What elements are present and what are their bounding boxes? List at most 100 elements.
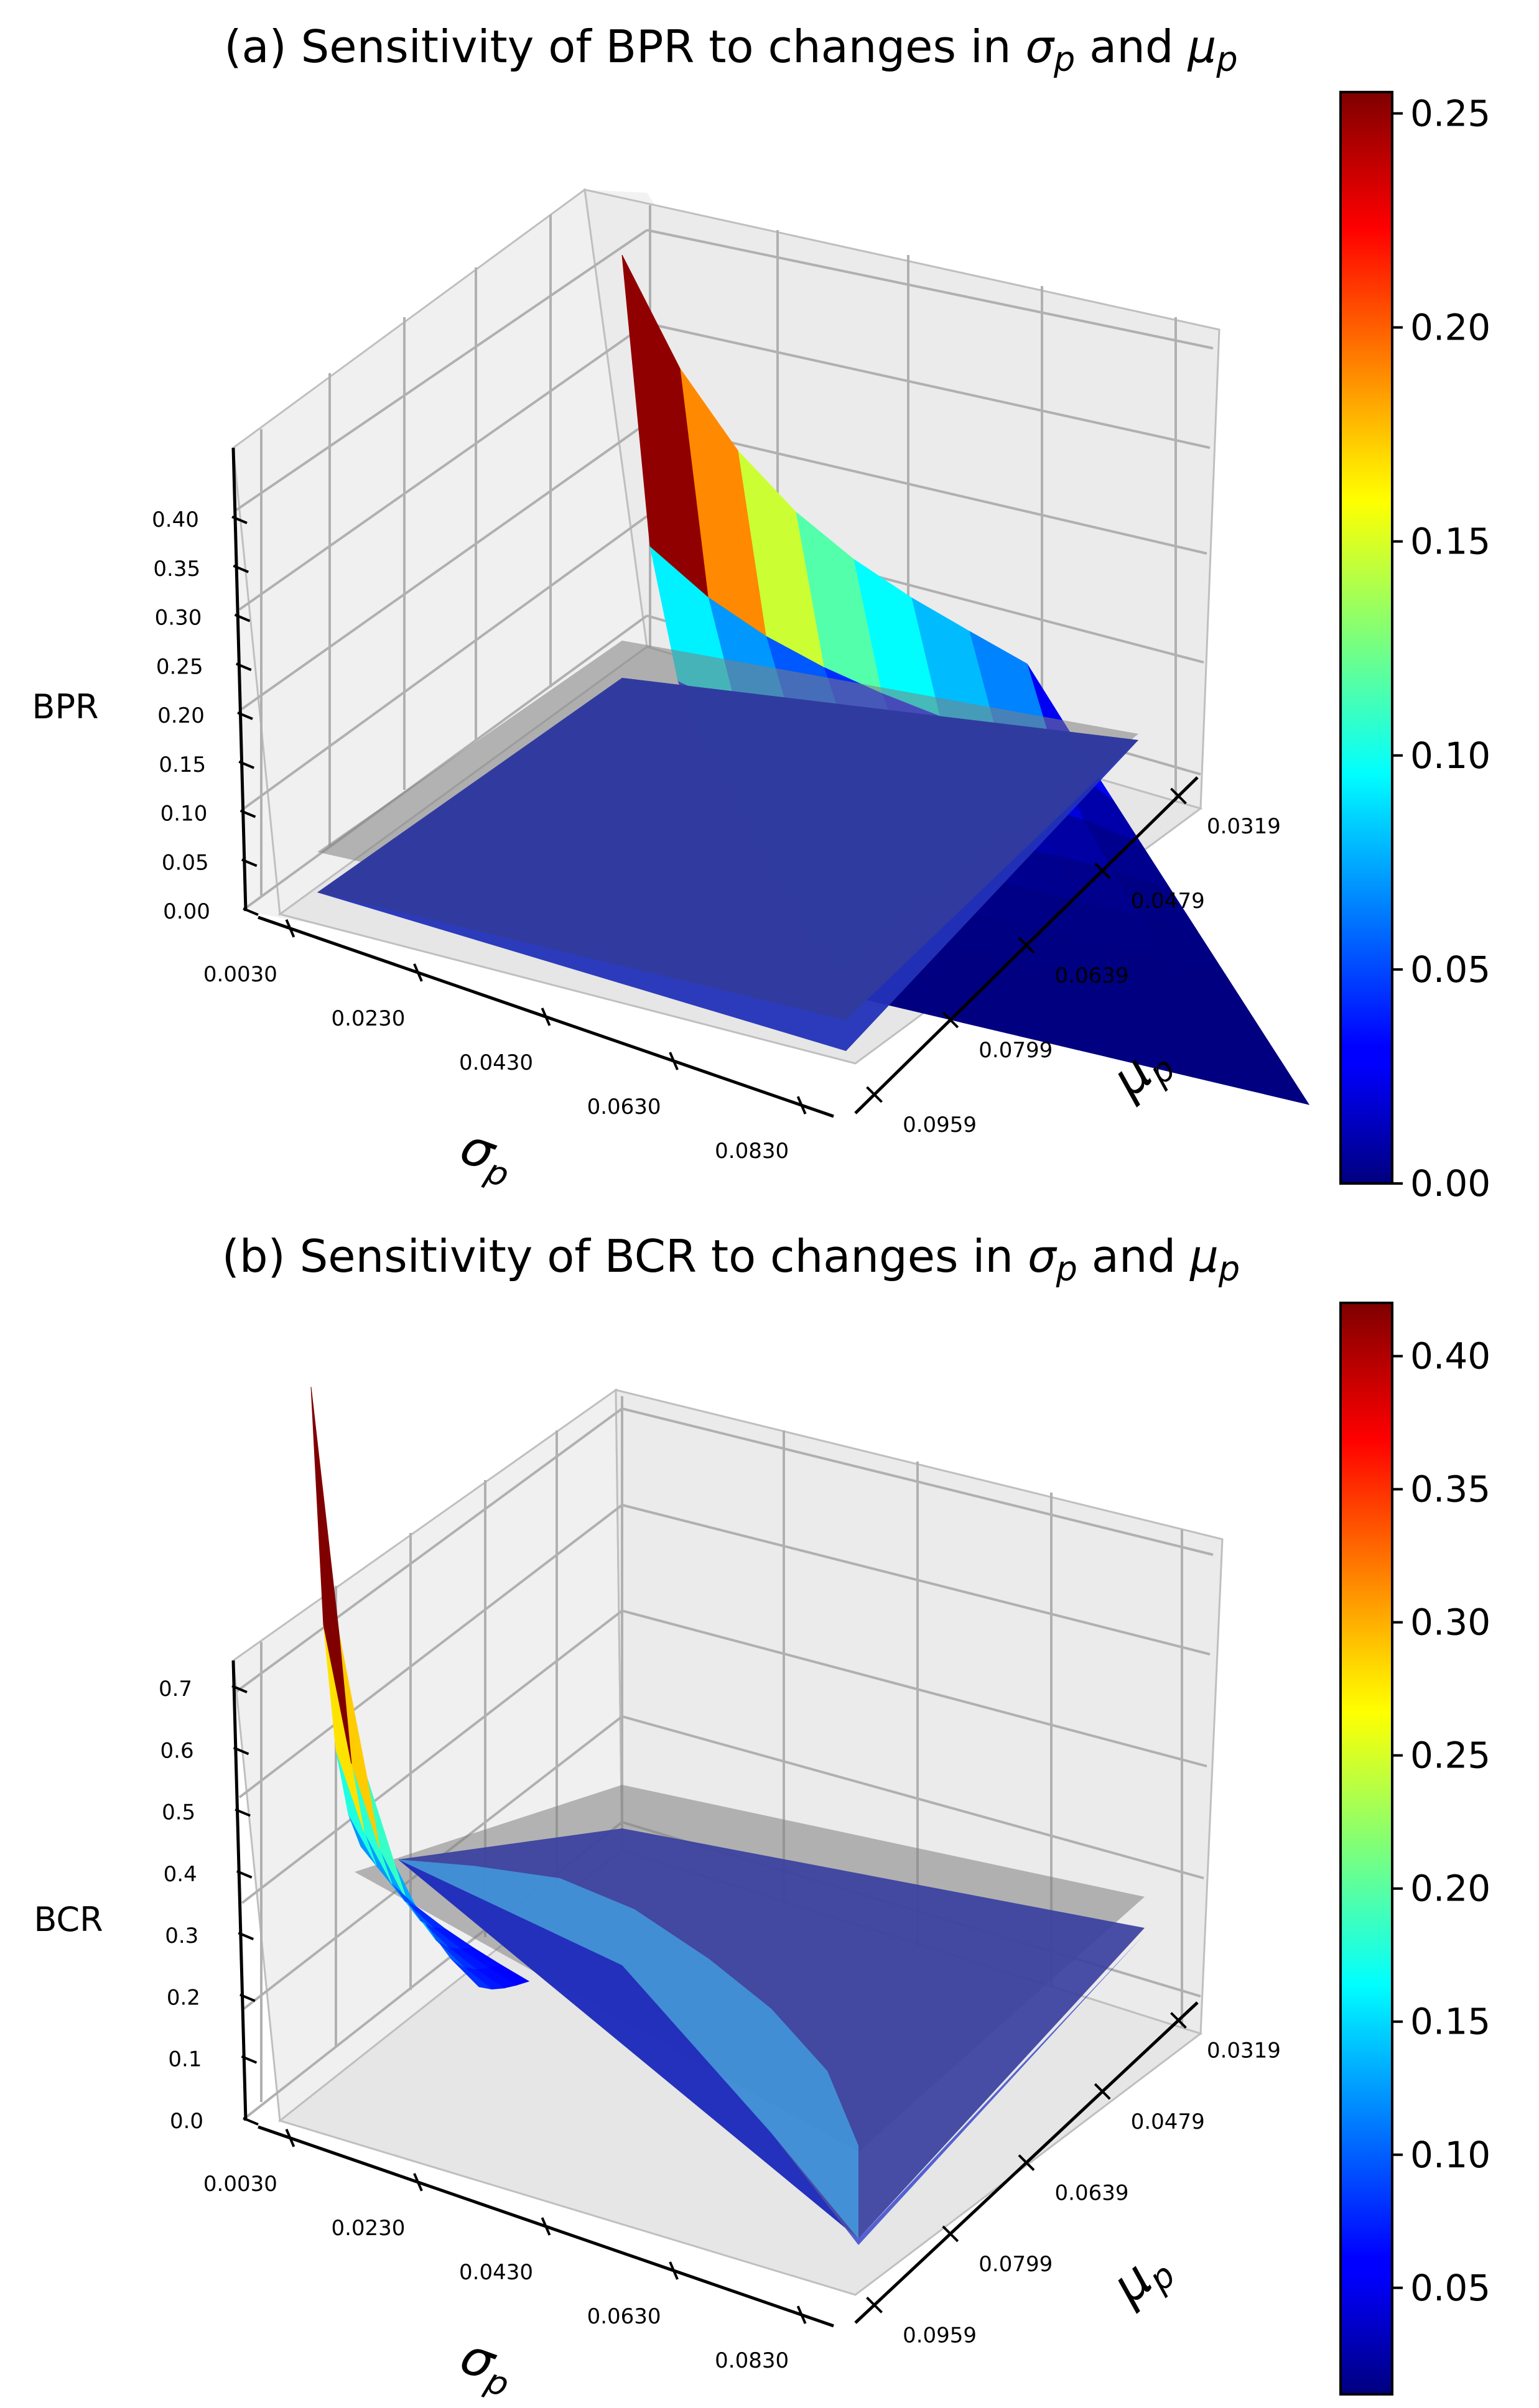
colorbar-tick-label: 0.25 [1410,92,1490,134]
colorbar-tick-label: 0.25 [1410,1734,1490,1777]
panel-a-surface-top [317,678,1138,1020]
colorbar-tick-label: 0.20 [1410,1868,1490,1910]
panel-b-ylabel: μp [1100,2236,1183,2320]
x-tick [413,963,423,982]
y-tick-label: 0.0799 [979,2252,1053,2277]
panel-a-gridline [243,515,648,810]
panel-a-gridline [646,422,1207,555]
y-tick [1170,787,1187,805]
panel-b-gridline [235,1407,623,1693]
z-tick-label: 0.10 [160,802,208,827]
surface-ridge [398,1859,858,2239]
x-tick-label: 0.0830 [715,2348,789,2373]
z-tick-label: 0.25 [156,654,203,679]
panel-b-title: (b) Sensitivity of BCR to changes in σp … [222,1230,1240,1289]
x-tick-label: 0.0030 [203,2172,277,2197]
panel-a: (a) Sensitivity of BPR to changes in σp … [32,21,1490,1205]
panel-b-colorbar [1339,1302,1393,2396]
x-tick-label: 0.0230 [331,1006,405,1031]
z-tick [238,1932,254,1940]
z-tick [243,2117,259,2126]
y-tick [1018,2154,1035,2171]
panel-b-gridline [621,1504,1211,1656]
colorbar-tick-label: 0.05 [1410,948,1490,991]
z-tick [233,564,249,573]
z-tick-label: 0.2 [167,1985,200,2010]
z-tick [236,1870,253,1879]
z-tick-label: 0.00 [163,899,210,924]
panel-b-zlabel: BCR [34,1900,103,1939]
panel-b: (b) Sensitivity of BCR to changes in σp … [34,1230,1490,2405]
panel-a-zlabel: BPR [32,687,98,726]
y-tick-label: 0.0319 [1207,814,1281,839]
z-tick-label: 0.6 [160,1738,194,1763]
x-tick [796,2305,807,2325]
colorbar-tick-label: 0.20 [1410,307,1490,349]
panel-b-gridline [241,1609,623,1904]
y-tick-label: 0.0479 [1131,889,1205,914]
colorbar-tick-label: 0.10 [1410,2134,1490,2176]
y-tick-label: 0.0799 [979,1038,1053,1063]
z-tick [233,1746,249,1756]
panel-b-gridline [238,1504,623,1799]
z-tick-label: 0.15 [159,752,206,777]
z-tick [235,1808,251,1817]
y-tick [866,2296,883,2313]
z-tick [241,2055,258,2064]
z-tick-label: 0.40 [152,507,199,532]
z-tick [234,613,251,623]
surface-patch [310,1386,352,1764]
x-tick [796,1096,807,1115]
panel-a-xlabel: σp [451,1117,523,1195]
panel-a-gridline [235,229,648,511]
z-tick [239,809,256,818]
z-tick [231,1685,248,1693]
panel-a-colorbar [1339,91,1393,1185]
x-tick [413,2173,423,2192]
colorbar-tick-label: 0.35 [1410,1468,1490,1511]
z-tick [239,1993,256,2003]
panel-a-gridline [646,322,1211,449]
colorbar-tick-label: 0.30 [1410,1601,1490,1644]
surface-patch [621,254,709,598]
z-tick-label: 0.35 [153,557,200,581]
y-tick-label: 0.0959 [903,2323,977,2348]
y-tick [1094,2083,1111,2100]
panel-b-gridline [621,1609,1207,1767]
x-tick-label: 0.0430 [459,1050,533,1075]
panel-b-ticks: 0.0 0.1 0.2 0.3 0.4 0.5 0.6 0.7 0.0030 0.0230 0.04… [159,1677,1281,2373]
z-tick [231,516,248,524]
panel-b-gridline [621,1407,1214,1556]
x-tick [541,2217,551,2236]
panel-b-xlabel: σp [451,2327,523,2405]
x-tick-label: 0.0230 [331,2216,405,2241]
x-tick-label: 0.0630 [587,1095,661,1119]
panel-a-z-axis-line [231,447,248,912]
x-tick [285,919,295,938]
colorbar-tick-label: 0.15 [1410,2001,1490,2043]
panel-b-surface-front [398,1859,1145,2245]
panel-a-gridline [238,322,648,611]
x-tick-label: 0.0030 [203,962,277,987]
panel-a-ticks: 0.00 0.05 0.10 0.15 0.20 0.25 0.30 0.35 0.40 0.00… [152,507,1281,1164]
z-tick [235,662,252,672]
colorbar-tick-label: 0.05 [1410,2267,1490,2309]
z-tick-label: 0.30 [155,606,202,631]
y-tick-label: 0.0319 [1207,2039,1281,2063]
z-tick-label: 0.4 [164,1862,197,1887]
panel-b-colorbar-ticks: 0.05 0.10 0.15 0.20 0.25 0.30 0.35 0.40 [1392,1335,1490,2309]
z-tick-label: 0.5 [162,1800,195,1825]
y-tick-label: 0.0639 [1055,963,1129,988]
y-tick-label: 0.0479 [1131,2109,1205,2134]
panel-a-title: (a) Sensitivity of BPR to changes in σp … [224,21,1237,79]
y-tick [866,1086,883,1103]
y-tick-label: 0.0639 [1055,2181,1129,2206]
z-tick-label: 0.1 [168,2047,202,2072]
panel-a-gridline [241,422,648,710]
x-tick-label: 0.0430 [459,2260,533,2285]
x-tick [541,1007,551,1026]
panel-b-surface [310,1386,858,2239]
y-tick [1094,862,1111,879]
x-tick-label: 0.0830 [715,1139,789,1164]
